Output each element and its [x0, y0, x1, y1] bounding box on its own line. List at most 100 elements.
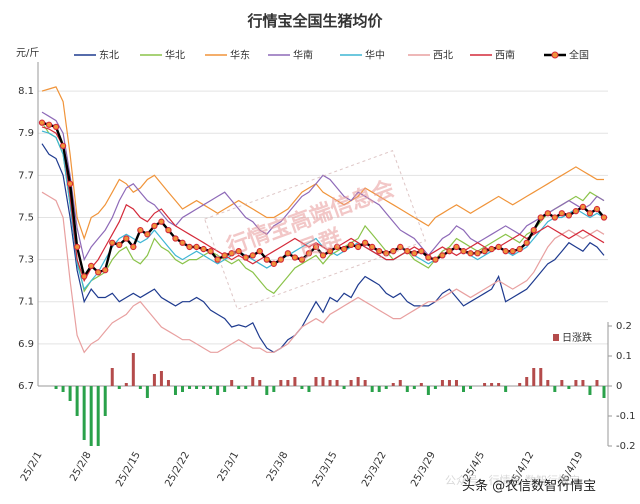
national-point	[144, 231, 151, 238]
daily-change-bar	[300, 386, 304, 389]
national-point	[390, 248, 397, 255]
national-point	[404, 248, 411, 255]
national-point	[193, 243, 200, 251]
bar-legend-swatch	[553, 334, 559, 341]
national-point	[326, 248, 334, 255]
national-point	[277, 256, 284, 263]
y-tick-label: 6.9	[18, 339, 34, 350]
national-point	[354, 243, 362, 251]
legend-label: 西北	[433, 50, 453, 62]
daily-change-bar	[244, 386, 248, 389]
national-point	[446, 248, 453, 255]
national-point	[516, 245, 523, 253]
national-point	[291, 254, 299, 261]
national-point	[537, 214, 544, 221]
x-tick-label: 25/3/29	[409, 450, 438, 489]
daily-change-bar	[138, 386, 142, 389]
daily-change-bar	[588, 386, 592, 395]
legend-label: 华中	[365, 49, 385, 62]
daily-change-bar	[279, 380, 283, 386]
daily-change-bar	[195, 386, 199, 389]
daily-change-bar	[525, 377, 529, 386]
national-point	[425, 254, 432, 261]
national-point	[137, 226, 144, 234]
legend-label: 华南	[293, 49, 313, 62]
daily-change-bar	[68, 386, 72, 401]
national-point	[376, 248, 383, 255]
national-point	[59, 142, 67, 149]
national-point	[361, 239, 369, 246]
daily-change-bar	[251, 377, 255, 386]
x-tick-label: 25/3/22	[360, 450, 389, 489]
daily-change-bar	[398, 380, 402, 386]
daily-change-bar	[497, 383, 501, 386]
daily-change-bar	[103, 386, 107, 416]
daily-change-bar	[454, 380, 458, 386]
daily-change-bar	[384, 386, 388, 389]
daily-change-bar	[131, 353, 135, 386]
legend-label: 华东	[230, 49, 250, 62]
daily-change-bar	[328, 380, 332, 386]
national-point	[116, 241, 123, 249]
daily-change-bar	[124, 383, 128, 386]
national-point	[411, 250, 418, 257]
national-point	[551, 214, 558, 221]
daily-change-bar	[602, 386, 606, 398]
national-point	[200, 245, 207, 253]
national-point	[179, 239, 186, 246]
daily-change-bar	[89, 386, 93, 446]
national-point	[158, 218, 165, 225]
national-point	[572, 207, 580, 215]
bar-tick-label: 0	[616, 381, 622, 392]
daily-change-bar	[307, 386, 311, 392]
footer-faded: 公众号 · 行情宝·数智行情宝	[445, 473, 580, 487]
national-point	[102, 266, 109, 274]
national-point	[558, 210, 565, 217]
daily-change-bar	[110, 368, 114, 386]
national-point	[544, 210, 551, 217]
daily-change-bar	[82, 386, 86, 440]
x-tick-label: 25/2/15	[114, 450, 143, 489]
national-point	[523, 239, 530, 246]
national-point	[474, 250, 481, 257]
national-point	[81, 273, 88, 280]
daily-change-bar	[539, 368, 543, 386]
national-point	[369, 243, 376, 251]
daily-change-bar	[483, 383, 487, 386]
daily-change-bar	[209, 386, 213, 389]
national-point	[249, 252, 256, 259]
bar-tick-label: -0.2	[616, 441, 636, 452]
y-tick-label: 6.7	[18, 381, 34, 392]
daily-change-bar	[405, 386, 409, 392]
daily-change-bar	[237, 386, 241, 389]
daily-change-bar	[419, 383, 423, 386]
daily-change-bar	[342, 386, 346, 389]
daily-change-bar	[145, 386, 149, 398]
daily-change-bar	[574, 380, 578, 386]
daily-change-bar	[490, 383, 494, 386]
daily-change-bar	[159, 371, 163, 386]
legend: 东北 华北 华东 华南 华中 西北 西南 全国	[74, 49, 589, 62]
national-point	[95, 269, 102, 276]
national-point	[495, 243, 502, 251]
x-tick-label: 25/3/15	[311, 450, 340, 489]
national-point	[109, 239, 116, 246]
national-point	[481, 248, 488, 255]
national-point	[242, 254, 249, 261]
daily-change-bar	[546, 380, 550, 386]
line-series	[38, 86, 608, 354]
national-point	[453, 243, 460, 251]
daily-change-bar	[75, 386, 79, 416]
national-point	[88, 262, 95, 270]
series-line-华东	[41, 86, 604, 241]
national-point	[172, 235, 179, 242]
legend-label: 西南	[495, 49, 515, 62]
daily-change-bar	[370, 386, 374, 392]
national-point	[270, 260, 277, 267]
national-point	[432, 256, 439, 263]
national-point	[319, 252, 327, 259]
daily-change-bar	[230, 380, 234, 386]
national-point	[214, 256, 221, 263]
daily-change-bar	[518, 383, 522, 386]
